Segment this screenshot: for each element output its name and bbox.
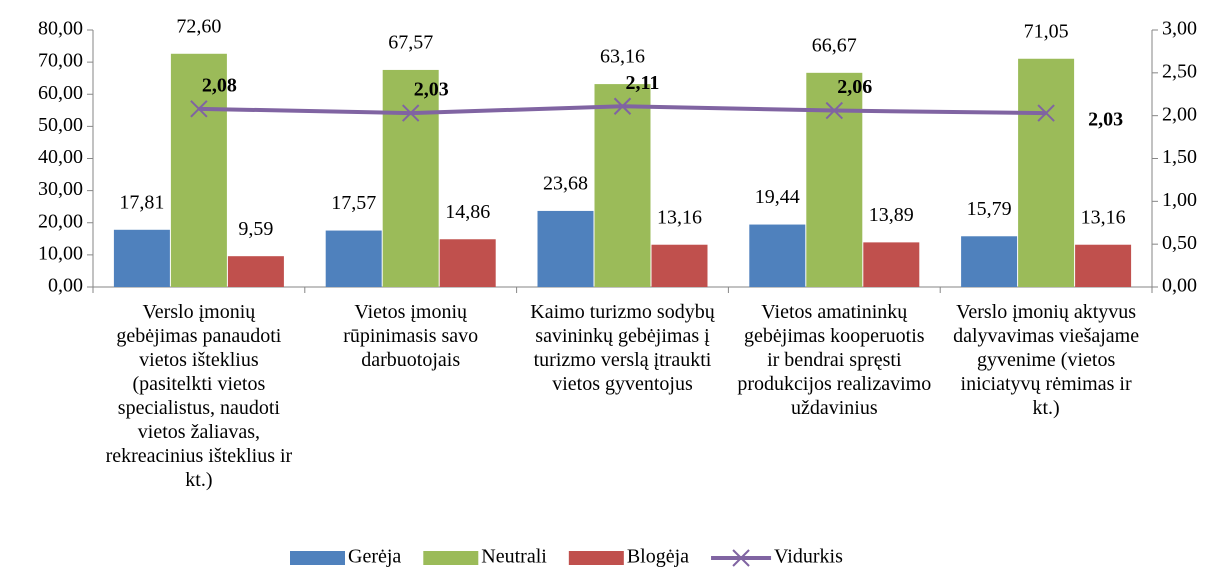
line-label: 2,03: [414, 79, 449, 101]
data-label: 71,05: [1024, 20, 1069, 42]
data-label: 19,44: [755, 186, 800, 208]
x-tick-label: Kaimo turizmo sodybų savininkų gebėjimas…: [530, 301, 715, 395]
data-label: 67,57: [388, 32, 433, 54]
y-tick-label: 60,00: [38, 82, 83, 104]
y-tick-label: 40,00: [38, 146, 83, 168]
bar: [863, 242, 920, 287]
data-label: 66,67: [812, 34, 857, 56]
bar: [537, 210, 594, 287]
legend-swatch: [568, 551, 624, 565]
line-marker: [1037, 104, 1055, 122]
line-label: 2,06: [837, 76, 872, 98]
x-tick-label: Verslo įmonių gebėjimas panaudoti vietos…: [105, 301, 293, 491]
data-label: 14,86: [445, 201, 490, 223]
bar: [749, 224, 806, 287]
data-label: 23,68: [543, 173, 588, 195]
data-label: 17,57: [331, 192, 376, 214]
bar: [594, 84, 651, 287]
data-label: 13,89: [869, 204, 914, 226]
data-label: 15,79: [967, 198, 1012, 220]
legend-label: Vidurkis: [774, 546, 843, 568]
bar: [651, 244, 708, 287]
y2-tick-label: 1,00: [1162, 189, 1197, 211]
legend-label: Gerėja: [348, 546, 401, 568]
y-tick-label: 50,00: [38, 114, 83, 136]
line-marker: [401, 104, 420, 122]
bar: [227, 256, 284, 287]
y-tick-label: 10,00: [38, 242, 83, 264]
legend-label: Neutrali: [481, 546, 547, 568]
y2-tick-label: 0,00: [1162, 275, 1197, 297]
line-label: 2,11: [626, 72, 660, 94]
x-tick-label: Vietos įmonių rūpinimasis savo darbuotoj…: [343, 301, 479, 371]
y-tick-label: 30,00: [38, 178, 83, 200]
data-label: 9,59: [238, 218, 273, 240]
line-label: 2,03: [1088, 109, 1123, 131]
line-marker: [613, 97, 632, 115]
data-label: 13,16: [1081, 206, 1126, 228]
bar: [1075, 244, 1132, 287]
y-tick-label: 0,00: [48, 275, 83, 297]
y2-tick-label: 1,50: [1162, 146, 1197, 168]
bar: [806, 72, 863, 287]
y2-tick-label: 3,00: [1162, 18, 1197, 40]
y-tick-label: 70,00: [38, 50, 83, 72]
y2-tick-label: 0,50: [1162, 232, 1197, 254]
x-tick-label: Verslo įmonių aktyvus dalyvavimas viešaj…: [953, 301, 1140, 419]
bar: [961, 236, 1018, 287]
line-marker: [825, 101, 844, 120]
bar: [439, 239, 496, 287]
bar: [1018, 58, 1075, 287]
line-label: 2,08: [202, 74, 237, 96]
bar: [170, 53, 227, 288]
y-tick-label: 20,00: [38, 210, 83, 232]
bar: [113, 229, 170, 287]
legend-marker: [732, 549, 750, 567]
x-tick-label: Vietos amatininkų gebėjimas kooperuotis …: [737, 301, 932, 419]
line-marker: [190, 100, 208, 118]
legend-swatch: [423, 551, 479, 565]
data-label: 17,81: [119, 191, 164, 213]
bar: [325, 230, 382, 287]
data-label: 13,16: [657, 206, 702, 228]
y2-tick-label: 2,50: [1162, 60, 1197, 82]
y-tick-label: 80,00: [38, 18, 83, 40]
data-label: 63,16: [600, 46, 645, 68]
legend-swatch: [290, 551, 345, 565]
bar: [382, 69, 439, 288]
legend-label: Blogėja: [627, 546, 689, 568]
y2-tick-label: 2,00: [1162, 103, 1197, 125]
data-label: 72,60: [176, 15, 221, 37]
